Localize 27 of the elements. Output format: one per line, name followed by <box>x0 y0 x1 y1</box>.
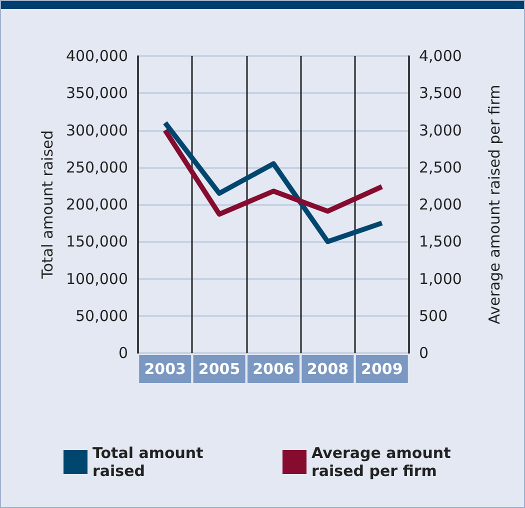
legend-label: Average amount raised per firm <box>312 444 456 480</box>
y2-tick-label: 3,500 <box>419 84 462 102</box>
y2-tick-label: 2,500 <box>419 158 462 176</box>
y-tick-label: 150,000 <box>66 232 128 251</box>
legend-label: Total amount raised <box>92 444 209 480</box>
x-tick-label: 2005 <box>198 360 240 378</box>
y2-tick-label: 0 <box>419 344 429 362</box>
y2-axis-title: Average amount raised per firm <box>486 84 504 324</box>
y-tick-label: 350,000 <box>66 84 128 102</box>
y-tick-label: 250,000 <box>66 158 128 176</box>
y-tick-label: 300,000 <box>66 121 128 140</box>
y2-tick-label: 3,000 <box>419 121 462 140</box>
x-tick-label: 2008 <box>306 360 349 378</box>
y2-tick-label: 2,000 <box>419 196 462 214</box>
y-tick-label: 200,000 <box>66 196 128 214</box>
y2-tick-label: 4,000 <box>419 47 462 65</box>
y2-tick-label: 1,000 <box>419 270 462 288</box>
y-tick-label: 50,000 <box>76 306 128 325</box>
y2-tick-label: 500 <box>419 306 448 325</box>
y-tick-label: 100,000 <box>66 270 128 288</box>
y-tick-label: 0 <box>118 344 128 362</box>
y2-tick-label: 1,500 <box>419 232 462 251</box>
y-axis-title: Total amount raised <box>38 130 57 280</box>
x-tick-label: 2009 <box>361 360 403 378</box>
x-tick-label: 2003 <box>144 360 186 378</box>
y-tick-label: 400,000 <box>66 47 128 65</box>
x-tick-label: 2006 <box>252 360 294 378</box>
